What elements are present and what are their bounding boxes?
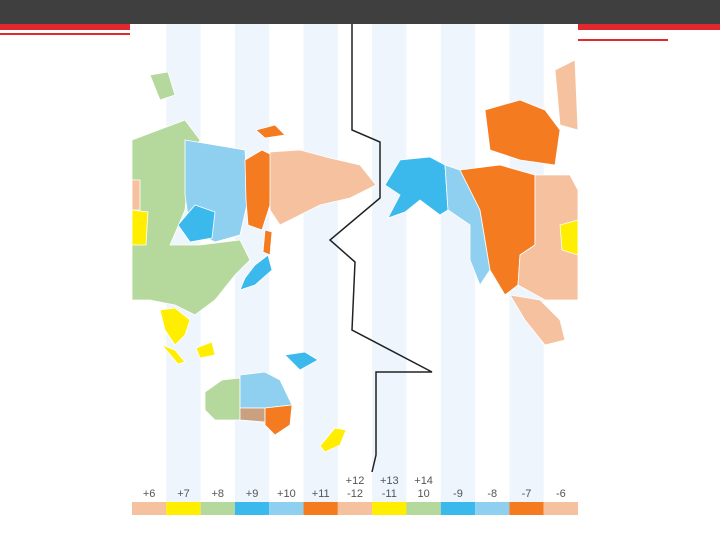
land-orange xyxy=(244,149,273,231)
land-central xyxy=(517,174,579,301)
accent-right-thin xyxy=(578,39,668,41)
land-blue-core xyxy=(177,204,216,243)
zone-swatch xyxy=(166,502,201,515)
land-yellow-west xyxy=(131,209,149,246)
zone-swatch xyxy=(509,502,544,515)
accent-left-thin xyxy=(0,33,130,35)
land-borneo xyxy=(195,341,216,359)
zone-label: +6 xyxy=(143,488,156,500)
land-alaska xyxy=(384,156,449,219)
zone-label: +9 xyxy=(246,488,259,500)
zone-swatch xyxy=(337,502,373,515)
zone-swatch xyxy=(440,502,476,515)
land-japan xyxy=(239,254,273,291)
accent-right xyxy=(578,24,720,30)
zone-alt-label: +13 xyxy=(380,475,399,487)
land-east xyxy=(559,219,579,256)
top-bar xyxy=(0,0,720,24)
zone-stripe xyxy=(303,24,338,502)
land-new-guinea xyxy=(284,351,319,371)
zone-label: 10 xyxy=(417,488,429,500)
zone-swatch xyxy=(269,502,304,515)
zone-swatch xyxy=(372,502,407,515)
land-arctic-island xyxy=(255,124,286,139)
land-sumatra xyxy=(161,344,186,365)
zone-swatch xyxy=(234,502,270,515)
zone-stripe xyxy=(372,24,407,502)
zone-label: -7 xyxy=(522,488,532,500)
map xyxy=(131,59,579,453)
land-west xyxy=(131,179,141,211)
zone-swatch xyxy=(132,502,167,515)
land-indochina xyxy=(159,307,191,346)
zone-label: +10 xyxy=(277,488,296,500)
zone-swatch xyxy=(543,502,578,515)
zone-alt-label: +14 xyxy=(414,475,433,487)
zone-legend: +6 +7 +8 +9 +10 +11 -12+12 -11+13 10+14 -9 -8 -7 -6 xyxy=(132,475,578,515)
land-chukotka xyxy=(269,149,377,226)
zone-alt-label: +12 xyxy=(346,475,365,487)
zone-label: -6 xyxy=(556,488,566,500)
zone-label: -12 xyxy=(347,488,363,500)
zone-label: -8 xyxy=(487,488,497,500)
zone-stripe xyxy=(440,24,476,502)
zone-swatch xyxy=(200,502,235,515)
zone-label: -11 xyxy=(382,488,397,500)
land-south-east-australia xyxy=(264,404,293,436)
zone-label: +11 xyxy=(312,488,330,500)
zone-swatch xyxy=(475,502,510,515)
zone-label: -9 xyxy=(453,488,463,500)
land-greenland-edge xyxy=(554,59,579,131)
zone-label: +8 xyxy=(211,488,224,500)
land-mexico xyxy=(509,294,566,346)
land-central-australia xyxy=(239,407,266,423)
land-canada-islands xyxy=(484,99,561,166)
zone-swatch xyxy=(303,502,338,515)
accent-left xyxy=(0,24,130,30)
date-line xyxy=(328,24,433,473)
land-new-zealand xyxy=(319,427,347,453)
land-island xyxy=(149,71,176,101)
zone-swatch xyxy=(406,502,441,515)
zone-label: +7 xyxy=(177,488,190,500)
land-sakhalin xyxy=(262,229,273,256)
